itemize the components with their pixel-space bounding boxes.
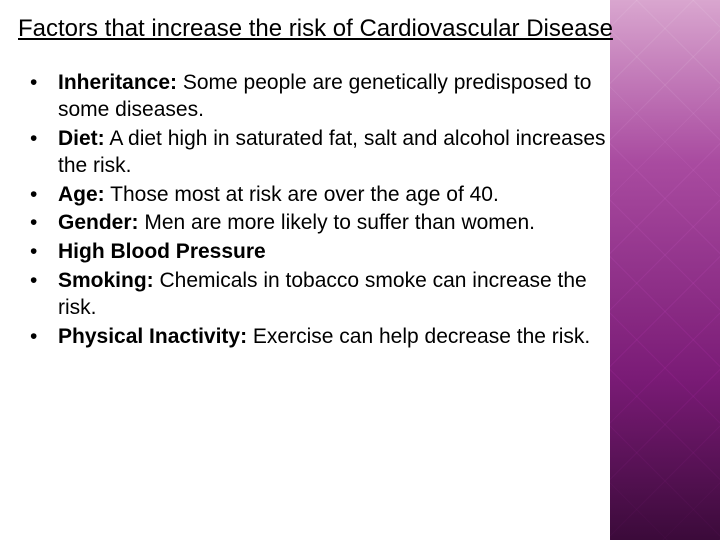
bullet-label: Smoking: — [58, 269, 154, 292]
slide-title: Factors that increase the risk of Cardio… — [18, 14, 618, 44]
bullet-label: High Blood Pressure — [58, 240, 266, 263]
bullet-label: Age: — [58, 183, 105, 206]
list-item: Age: Those most at risk are over the age… — [18, 182, 618, 209]
slide-content: Factors that increase the risk of Cardio… — [18, 14, 618, 353]
bullet-label: Physical Inactivity: — [58, 325, 247, 348]
list-item: Physical Inactivity: Exercise can help d… — [18, 324, 618, 351]
bullet-text: Men are more likely to suffer than women… — [139, 211, 535, 234]
bullet-label: Gender: — [58, 211, 139, 234]
list-item: Gender: Men are more likely to suffer th… — [18, 210, 618, 237]
bullet-text: Those most at risk are over the age of 4… — [105, 183, 499, 206]
list-item: Inheritance: Some people are genetically… — [18, 70, 618, 124]
slide: Factors that increase the risk of Cardio… — [0, 0, 720, 540]
decorative-side-band — [610, 0, 720, 540]
list-item: Smoking: Chemicals in tobacco smoke can … — [18, 268, 618, 322]
bullet-label: Diet: — [58, 127, 105, 150]
list-item: High Blood Pressure — [18, 239, 618, 266]
bullet-label: Inheritance: — [58, 71, 177, 94]
bullet-list: Inheritance: Some people are genetically… — [18, 70, 618, 351]
bullet-text: A diet high in saturated fat, salt and a… — [58, 127, 606, 177]
bullet-text: Exercise can help decrease the risk. — [247, 325, 590, 348]
list-item: Diet: A diet high in saturated fat, salt… — [18, 126, 618, 180]
